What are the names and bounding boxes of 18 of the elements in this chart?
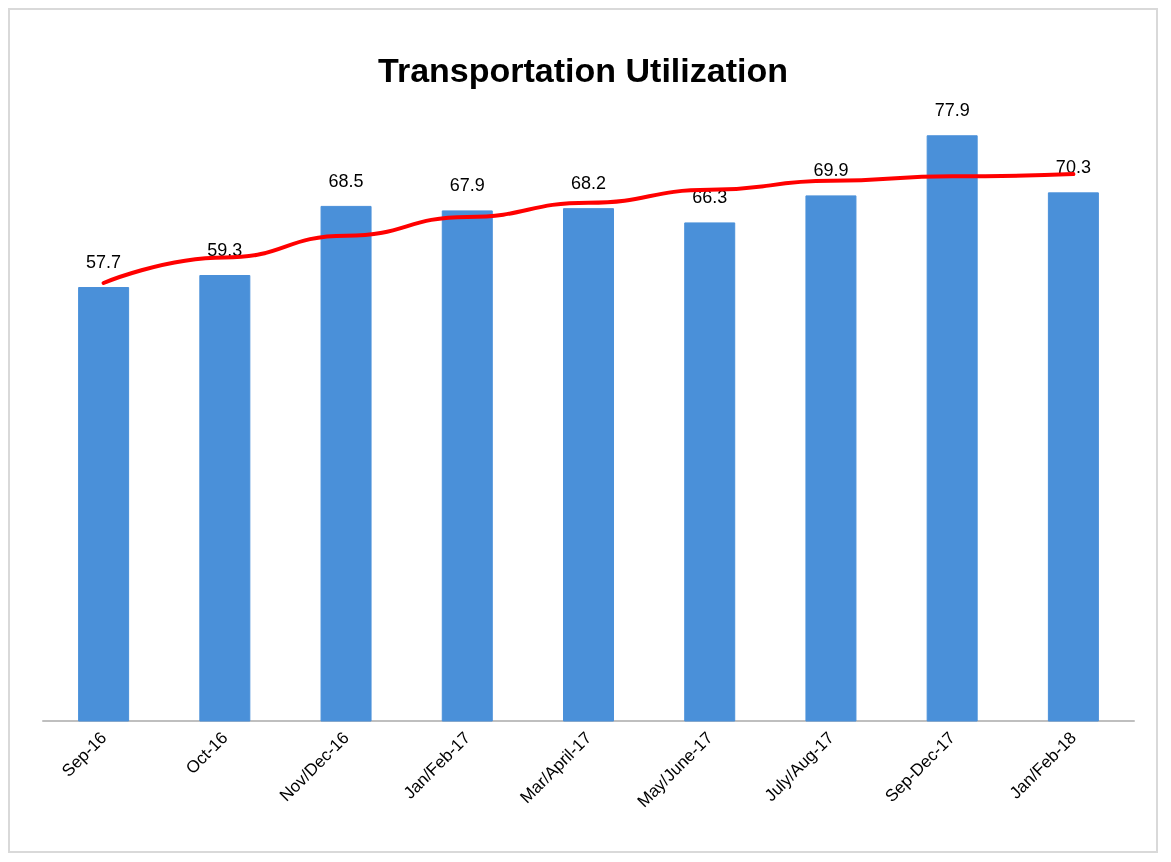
data-label: 68.2 [570,173,607,194]
bar [805,195,857,722]
bar [684,222,736,722]
data-label: 70.3 [1055,157,1091,178]
data-label: 57.7 [86,252,122,273]
bar [78,287,130,722]
bar [926,135,978,722]
bar [1047,192,1099,722]
data-label: 67.9 [449,175,485,196]
data-label: 69.9 [813,160,849,181]
bar [441,210,493,722]
data-label: 59.3 [207,240,243,261]
bar [199,275,251,722]
bar [320,205,372,722]
data-label: 77.9 [934,100,970,121]
chart-title: Transportation Utilization [378,51,788,89]
bar [563,208,614,722]
data-label: 68.5 [328,170,364,191]
